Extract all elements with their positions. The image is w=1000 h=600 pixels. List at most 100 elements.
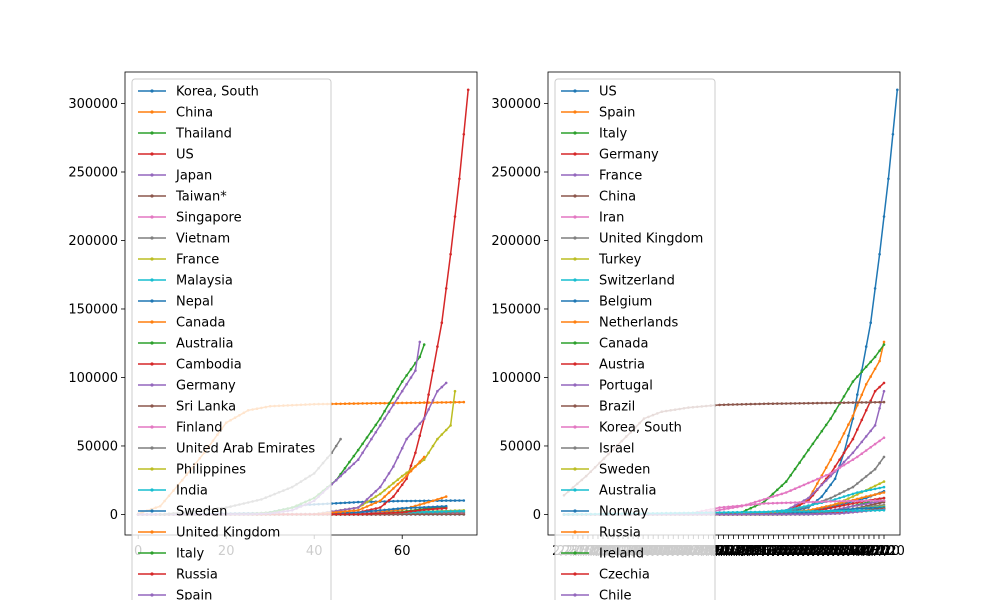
data-point	[422, 499, 426, 503]
data-point	[811, 492, 815, 495]
data-point	[370, 500, 373, 504]
data-point	[427, 508, 430, 511]
data-point	[458, 400, 461, 404]
y-tick-label: 50000	[77, 439, 118, 454]
data-point	[776, 488, 779, 492]
data-point	[864, 449, 868, 452]
data-point	[851, 495, 855, 498]
data-point	[793, 467, 797, 471]
data-point	[436, 437, 439, 441]
legend-label: Canada	[176, 316, 225, 331]
legend-marker	[150, 215, 154, 219]
data-point	[802, 501, 806, 504]
data-point	[418, 355, 422, 359]
legend-label: Austria	[599, 358, 645, 373]
data-point	[798, 485, 801, 489]
data-point	[829, 401, 832, 405]
data-point	[440, 510, 444, 513]
data-point	[370, 402, 373, 405]
data-point	[847, 511, 850, 514]
data-point	[824, 498, 828, 502]
legend-marker	[573, 488, 577, 492]
data-point	[784, 491, 788, 494]
data-point	[824, 509, 828, 513]
y-tick-label: 250000	[68, 165, 118, 180]
legend-item: Thailand	[138, 127, 232, 142]
legend-marker	[150, 425, 154, 429]
data-point	[780, 510, 784, 513]
data-point	[847, 494, 850, 497]
data-point	[392, 511, 395, 515]
data-point	[422, 417, 426, 420]
data-point	[449, 513, 452, 516]
data-point	[882, 480, 886, 483]
data-point	[776, 501, 779, 505]
x-tick-label: 3/4/20	[708, 544, 750, 559]
data-point	[374, 507, 378, 510]
data-point	[722, 403, 726, 407]
data-point	[731, 513, 735, 516]
data-point	[422, 458, 426, 462]
legend-item: Germany	[138, 379, 236, 394]
data-point	[869, 494, 872, 497]
data-point	[378, 509, 382, 512]
legend-label: Germany	[176, 379, 236, 394]
data-point	[462, 499, 466, 502]
data-point	[833, 465, 837, 468]
data-point	[829, 474, 832, 478]
data-point	[762, 402, 766, 406]
legend-item: Cambodia	[138, 358, 242, 373]
data-point	[842, 395, 846, 398]
data-point	[882, 389, 886, 393]
legend-marker	[573, 593, 577, 597]
data-point	[400, 483, 404, 487]
data-point	[396, 387, 400, 391]
y-tick-label: 250000	[491, 165, 541, 180]
data-point	[418, 401, 422, 405]
data-point	[851, 458, 855, 462]
data-point	[405, 374, 408, 377]
data-point	[878, 252, 881, 256]
data-point	[856, 507, 859, 511]
data-point	[860, 393, 864, 397]
data-point	[856, 491, 859, 494]
data-point	[878, 359, 881, 363]
data-point	[453, 215, 457, 218]
legend-label: US	[176, 148, 194, 163]
data-point	[356, 458, 360, 462]
data-point	[361, 507, 364, 510]
data-point	[396, 511, 400, 514]
data-point	[771, 513, 775, 516]
legend: Korea, South China Thailand US Japan Taiwan* S…	[131, 78, 332, 600]
data-point	[422, 401, 426, 404]
data-point	[722, 507, 726, 511]
data-point	[847, 503, 850, 506]
legend-marker	[150, 110, 154, 114]
data-point	[422, 506, 426, 509]
data-point	[396, 396, 400, 400]
data-point	[869, 446, 872, 449]
data-point	[383, 478, 386, 482]
legend-label: Spain	[176, 589, 212, 600]
legend-label: Italy	[176, 547, 205, 562]
data-point	[829, 500, 832, 503]
data-point	[370, 437, 373, 441]
legend-label: US	[599, 85, 617, 100]
legend-marker	[150, 488, 154, 492]
y-tick-label: 150000	[68, 302, 118, 317]
legend-item: Vietnam	[138, 232, 230, 247]
legend-label: Switzerland	[599, 274, 675, 289]
data-point	[793, 510, 797, 513]
data-point	[740, 403, 744, 406]
legend-marker	[573, 425, 577, 429]
data-point	[440, 401, 444, 404]
data-point	[396, 489, 400, 493]
data-point	[422, 455, 426, 459]
data-point	[878, 501, 881, 505]
data-point	[418, 422, 422, 426]
data-point	[334, 402, 338, 406]
data-point	[829, 496, 832, 500]
data-point	[771, 495, 775, 498]
data-point	[860, 370, 864, 374]
data-point	[820, 495, 824, 498]
